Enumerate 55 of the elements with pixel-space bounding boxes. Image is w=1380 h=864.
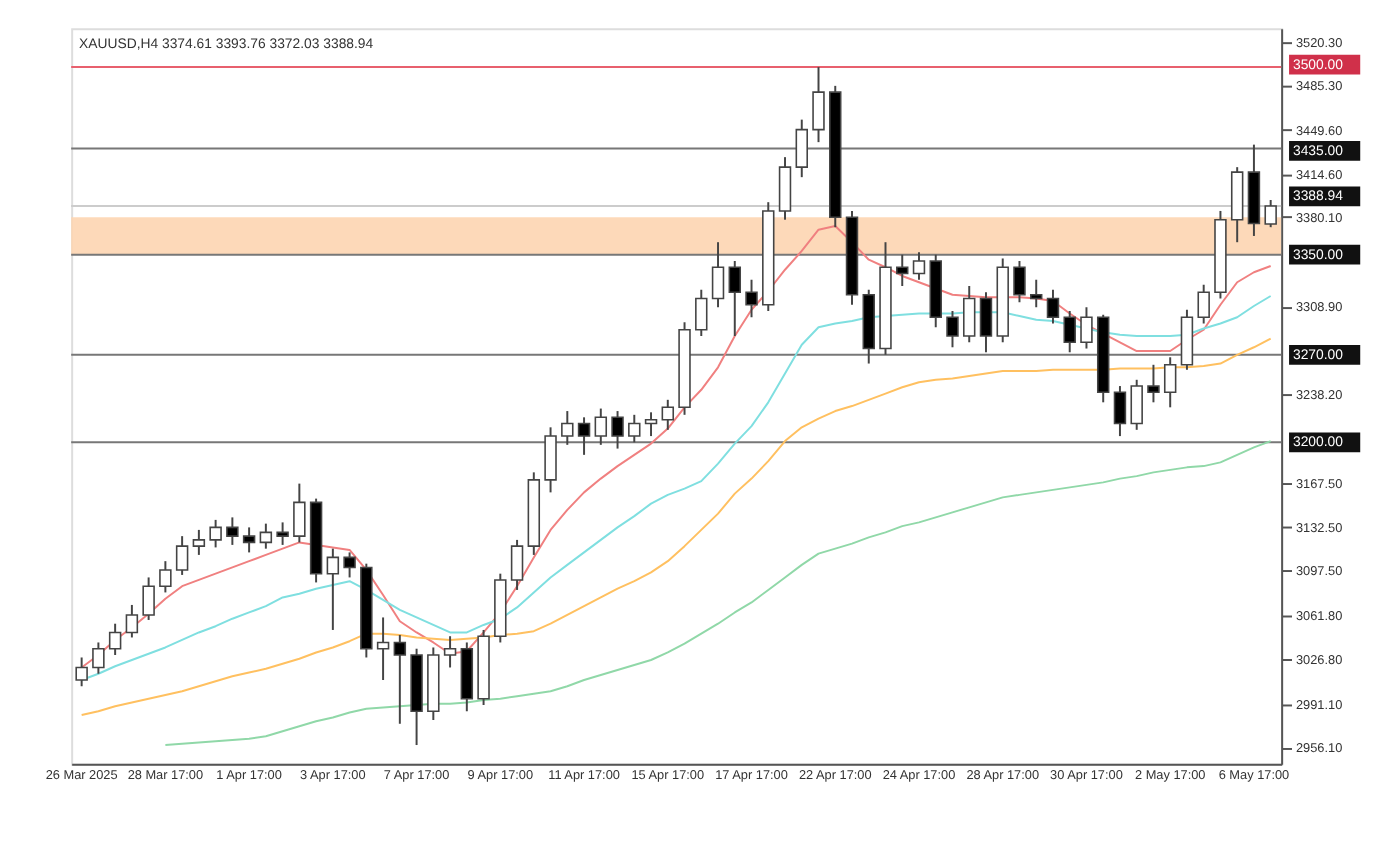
candlestick bbox=[326, 547, 340, 631]
candlestick bbox=[544, 426, 557, 494]
candlestick bbox=[628, 413, 641, 444]
candlestick bbox=[376, 616, 390, 681]
candlestick bbox=[293, 482, 306, 544]
candlestick bbox=[963, 285, 976, 344]
candlestick bbox=[711, 241, 725, 309]
candlestick bbox=[1147, 363, 1160, 404]
candlestick bbox=[795, 118, 808, 179]
candlestick bbox=[125, 603, 139, 639]
candlestick bbox=[946, 310, 959, 349]
candlestick bbox=[393, 633, 407, 725]
candlestick bbox=[1046, 288, 1060, 325]
line-series bbox=[80, 337, 1272, 716]
candlestick bbox=[1113, 385, 1127, 438]
candlestick bbox=[1063, 310, 1076, 354]
candlestick bbox=[142, 576, 155, 621]
candlestick bbox=[695, 288, 708, 338]
candlestick bbox=[226, 516, 239, 546]
candlestick bbox=[1080, 306, 1093, 350]
candlestick bbox=[510, 538, 524, 591]
candlestick bbox=[75, 656, 88, 688]
candlestick bbox=[594, 407, 608, 446]
candlestick bbox=[745, 278, 758, 319]
candlestick bbox=[1013, 259, 1026, 304]
candlestick bbox=[343, 551, 356, 579]
candlestick bbox=[443, 635, 457, 669]
candlestick bbox=[611, 410, 624, 450]
candlestick bbox=[1180, 308, 1194, 371]
candlestick bbox=[661, 398, 675, 431]
candlestick bbox=[175, 535, 189, 576]
candlestick bbox=[1230, 166, 1244, 244]
candlestick bbox=[209, 518, 222, 549]
candlestick bbox=[108, 622, 122, 656]
candlestick bbox=[1029, 278, 1043, 309]
candlestick bbox=[561, 410, 574, 446]
candlestick bbox=[1163, 356, 1177, 409]
candlestick bbox=[159, 560, 172, 594]
candlestick bbox=[1197, 283, 1210, 325]
candlestick bbox=[577, 416, 591, 456]
candlestick bbox=[912, 251, 926, 281]
candlestick bbox=[1130, 378, 1143, 431]
candlestick bbox=[812, 66, 825, 144]
candlestick bbox=[242, 526, 256, 554]
candlestick bbox=[92, 641, 105, 675]
candlestick bbox=[1264, 198, 1277, 229]
candlestick bbox=[192, 528, 206, 556]
candlestick bbox=[259, 522, 273, 550]
candlestick bbox=[644, 411, 658, 438]
candlestick bbox=[896, 253, 909, 287]
candlestick bbox=[276, 521, 289, 546]
line-series bbox=[164, 440, 1272, 747]
candlestick bbox=[728, 259, 742, 338]
candlestick bbox=[778, 156, 792, 221]
candlestick bbox=[979, 291, 993, 354]
